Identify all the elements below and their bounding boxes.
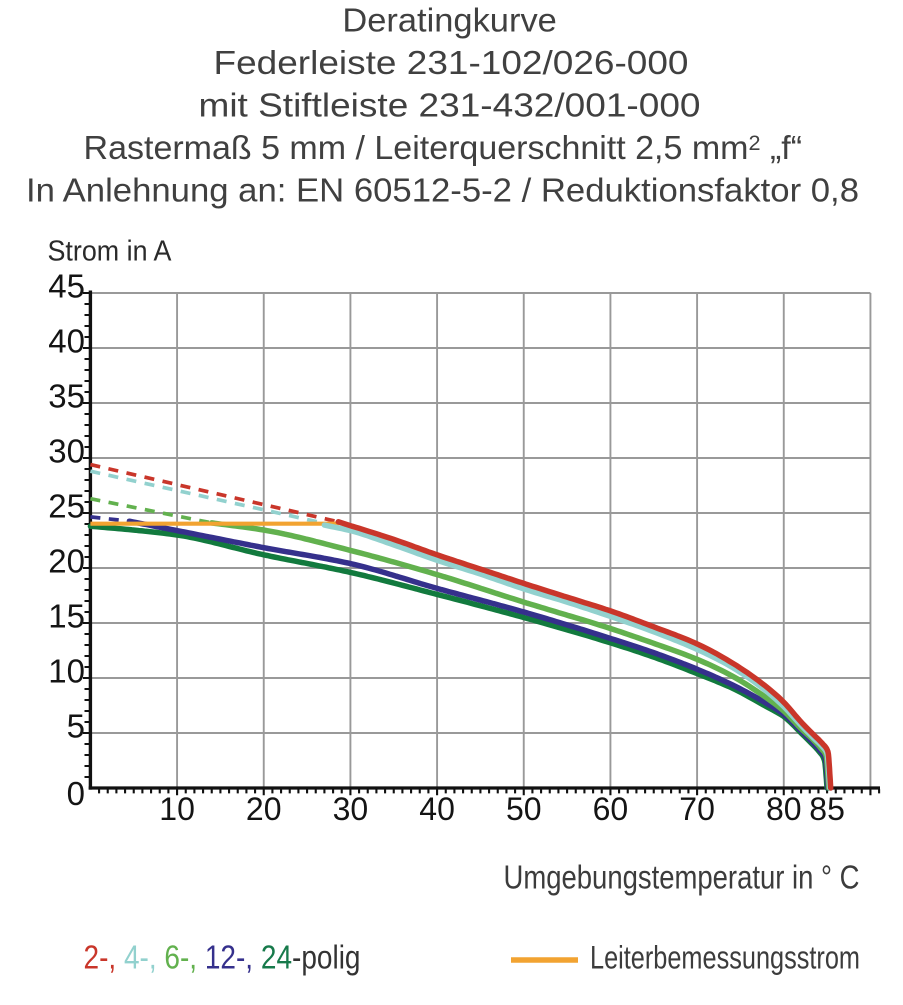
svg-text:25: 25	[48, 488, 85, 525]
svg-text:15: 15	[48, 598, 85, 635]
svg-text:85: 85	[809, 791, 845, 827]
svg-text:Umgebungstemperatur in ° C: Umgebungstemperatur in ° C	[504, 859, 860, 896]
svg-text:30: 30	[333, 791, 369, 827]
svg-text:70: 70	[679, 791, 715, 827]
svg-text:Leiterbemessungsstrom: Leiterbemessungsstrom	[590, 939, 860, 975]
svg-text:10: 10	[48, 653, 85, 690]
svg-text:80: 80	[766, 791, 802, 827]
svg-text:In Anlehnung an: EN 60512-5-2: In Anlehnung an: EN 60512-5-2 / Reduktio…	[26, 172, 859, 209]
svg-text:20: 20	[246, 791, 282, 827]
svg-text:20: 20	[48, 543, 85, 580]
svg-text:5: 5	[67, 708, 85, 745]
svg-text:40: 40	[48, 323, 85, 360]
svg-text:60: 60	[593, 791, 629, 827]
svg-text:0: 0	[67, 775, 85, 812]
svg-text:30: 30	[48, 433, 85, 470]
svg-text:10: 10	[159, 791, 195, 827]
svg-text:Rastermaß 5 mm / Leiterquersch: Rastermaß 5 mm / Leiterquerschnitt 2,5 m…	[84, 129, 803, 166]
svg-text:45: 45	[48, 268, 85, 305]
svg-text:50: 50	[506, 791, 542, 827]
svg-text:Deratingkurve: Deratingkurve	[342, 2, 557, 39]
svg-text:2-, 4-, 6-, 12-, 24-polig: 2-, 4-, 6-, 12-, 24-polig	[84, 939, 361, 976]
svg-text:Strom in A: Strom in A	[48, 236, 173, 268]
svg-text:35: 35	[48, 378, 85, 415]
svg-text:Federleiste 231-102/026-000: Federleiste 231-102/026-000	[214, 44, 689, 81]
svg-text:mit Stiftleiste 231-432/001-00: mit Stiftleiste 231-432/001-000	[199, 87, 701, 124]
svg-text:40: 40	[419, 791, 455, 827]
